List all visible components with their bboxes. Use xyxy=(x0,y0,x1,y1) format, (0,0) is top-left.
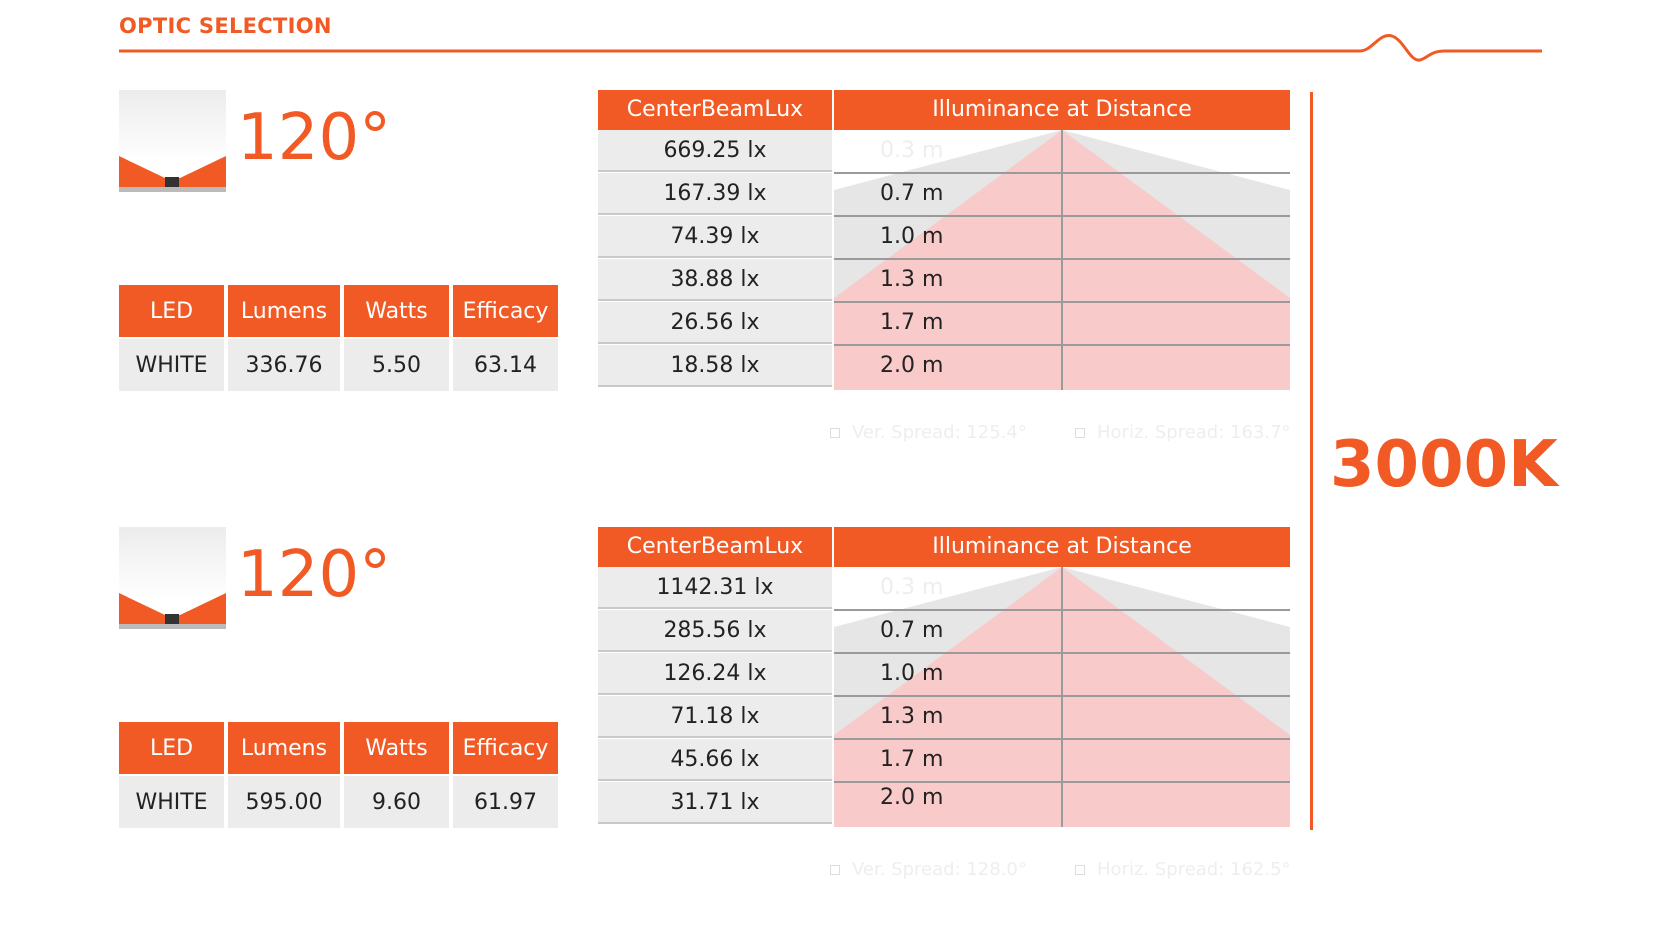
beam-diagram xyxy=(834,567,1290,827)
optic-block-1: 120° LED Lumens Watts Efficacy WHITE 336… xyxy=(0,90,1654,510)
spec-lumens: 595.00 xyxy=(228,774,340,828)
distance-label: 1.0 m xyxy=(880,224,944,249)
header-centerbeamlux: CenterBeamLux xyxy=(598,527,832,567)
legend-square-icon xyxy=(1075,428,1085,438)
ver-spread-text: Ver. Spread: 125.4° xyxy=(852,422,1027,443)
spec-header-watts: Watts xyxy=(344,285,449,337)
optic-block-2: 120° LED Lumens Watts Efficacy WHITE 595… xyxy=(0,527,1654,947)
distance-label: 1.0 m xyxy=(880,661,944,686)
header-centerbeamlux: CenterBeamLux xyxy=(598,90,832,130)
lux-value: 18.58 lx xyxy=(598,345,832,387)
spec-table: LED Lumens Watts Efficacy WHITE 595.00 9… xyxy=(115,722,562,828)
lux-value: 45.66 lx xyxy=(598,739,832,781)
vertical-divider xyxy=(1310,92,1313,830)
ver-spread-text: Ver. Spread: 128.0° xyxy=(852,859,1027,880)
spec-lumens: 336.76 xyxy=(228,337,340,391)
beam-angle: 120° xyxy=(237,101,392,175)
illuminance-table: CenterBeamLux Illuminance at Distance 66… xyxy=(598,90,1291,443)
spec-header-led: LED xyxy=(119,722,224,774)
spec-efficacy: 61.97 xyxy=(453,774,558,828)
lux-value: 1142.31 lx xyxy=(598,567,832,609)
header-illuminance-distance: Illuminance at Distance xyxy=(834,527,1290,567)
spec-table: LED Lumens Watts Efficacy WHITE 336.76 5… xyxy=(115,285,562,391)
horiz-spread-text: Horiz. Spread: 162.5° xyxy=(1097,859,1291,880)
ver-spread: Ver. Spread: 125.4° xyxy=(830,422,1027,443)
spec-header-watts: Watts xyxy=(344,722,449,774)
ver-spread: Ver. Spread: 128.0° xyxy=(830,859,1027,880)
legend-square-icon xyxy=(830,428,840,438)
lux-value: 38.88 lx xyxy=(598,259,832,301)
lux-value: 126.24 lx xyxy=(598,653,832,695)
lux-value: 669.25 lx xyxy=(598,130,832,172)
spec-header-lumens: Lumens xyxy=(228,722,340,774)
distance-label: 0.7 m xyxy=(880,618,944,643)
illuminance-table: CenterBeamLux Illuminance at Distance 11… xyxy=(598,527,1291,880)
distance-label: 2.0 m xyxy=(880,785,944,810)
distance-label: 1.3 m xyxy=(880,267,944,292)
beam-angle: 120° xyxy=(237,538,392,612)
beam-diagram xyxy=(834,130,1290,390)
color-temperature: 3000K xyxy=(1330,428,1558,502)
lux-value: 26.56 lx xyxy=(598,302,832,344)
distance-label: 1.7 m xyxy=(880,310,944,335)
legend-square-icon xyxy=(830,865,840,875)
distance-label: 0.7 m xyxy=(880,181,944,206)
distance-label: 1.3 m xyxy=(880,704,944,729)
horiz-spread: Horiz. Spread: 162.5° xyxy=(1075,859,1291,880)
distance-label: 1.7 m xyxy=(880,747,944,772)
lux-value: 167.39 lx xyxy=(598,173,832,215)
spec-header-efficacy: Efficacy xyxy=(453,285,558,337)
page-title: OPTIC SELECTION xyxy=(119,14,332,38)
spec-led: WHITE xyxy=(119,337,224,391)
lux-value: 74.39 lx xyxy=(598,216,832,258)
distance-label: 0.3 m xyxy=(880,138,944,163)
horiz-spread: Horiz. Spread: 163.7° xyxy=(1075,422,1291,443)
spec-efficacy: 63.14 xyxy=(453,337,558,391)
lux-value: 31.71 lx xyxy=(598,782,832,824)
spec-header-lumens: Lumens xyxy=(228,285,340,337)
spec-header-efficacy: Efficacy xyxy=(453,722,558,774)
spec-watts: 9.60 xyxy=(344,774,449,828)
header-rule xyxy=(119,34,1542,62)
optic-beam-icon xyxy=(119,90,226,192)
distance-label: 2.0 m xyxy=(880,353,944,378)
header-illuminance-distance: Illuminance at Distance xyxy=(834,90,1290,130)
distance-label: 0.3 m xyxy=(880,575,944,600)
spec-led: WHITE xyxy=(119,774,224,828)
lux-value: 285.56 lx xyxy=(598,610,832,652)
legend-square-icon xyxy=(1075,865,1085,875)
lux-value: 71.18 lx xyxy=(598,696,832,738)
horiz-spread-text: Horiz. Spread: 163.7° xyxy=(1097,422,1291,443)
spec-header-led: LED xyxy=(119,285,224,337)
spec-watts: 5.50 xyxy=(344,337,449,391)
optic-beam-icon xyxy=(119,527,226,629)
